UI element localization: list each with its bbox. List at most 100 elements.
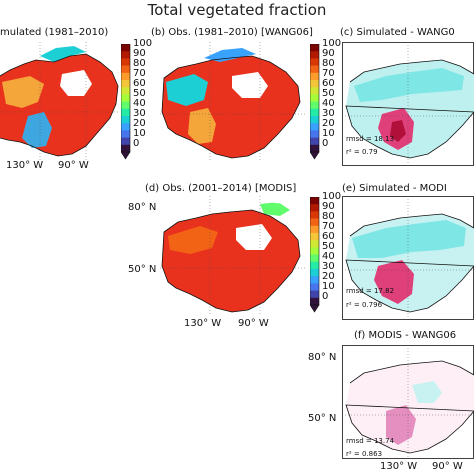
colorbar-swatch: [121, 123, 130, 131]
colorbar-1-labels: 100 90 80 70 60 50 40 30 20 10 0: [133, 39, 152, 149]
map-panel-a: [0, 42, 120, 160]
colorbar-2-labels: 100 90 80 70 60 50 40 30 20 10 0: [322, 39, 341, 149]
cb1-tick: 40: [133, 98, 146, 109]
cb3-tick: 80: [322, 211, 335, 222]
colorbar-swatch: [310, 65, 319, 74]
cb1-tick: 20: [133, 118, 146, 129]
colorbar-swatch: [310, 225, 319, 234]
colorbar-swatch: [310, 58, 319, 66]
colorbar-swatch: [310, 197, 319, 205]
map-panel-b: [160, 42, 306, 162]
figure-title: Total vegetated fraction: [147, 1, 327, 19]
cb2-tick: 40: [322, 98, 335, 109]
cb3-tick: 70: [322, 221, 335, 232]
cb1-tick: 60: [133, 78, 146, 89]
colorbar-swatch: [310, 276, 319, 284]
colorbar-swatch: [121, 87, 130, 95]
panel-a-title: mulated (1981–2010): [0, 27, 109, 38]
colorbar-swatch: [121, 116, 130, 124]
panel-e-r2: r² = 0.796: [346, 301, 383, 309]
panel-f-rmsd: rmsd = 13.74: [346, 437, 395, 445]
lat-label-50n-d: 50° N: [128, 264, 157, 275]
panel-e-title: (e) Simulated - MODI: [342, 183, 447, 194]
map-panel-e: [342, 196, 474, 320]
colorbar-swatch: [121, 137, 130, 146]
colorbar-swatch: [310, 130, 319, 138]
cb2-tick: 20: [322, 118, 335, 129]
cb1-tick: 10: [133, 128, 146, 139]
colorbar-swatch: [310, 72, 319, 81]
colorbar-swatch: [310, 51, 319, 59]
colorbar-3: [310, 197, 320, 313]
colorbar-swatch: [121, 130, 130, 138]
lat-label-50n-f: 50° N: [308, 413, 337, 424]
cb1-tick: 50: [133, 88, 146, 99]
colorbar-swatch: [310, 123, 319, 131]
cb3-tick: 90: [322, 201, 335, 212]
colorbar-swatch: [121, 108, 130, 117]
cb3-tick: 20: [322, 271, 335, 282]
panel-c-title: (c) Simulated - WANG0: [340, 27, 455, 38]
cb3-tick: 100: [322, 191, 342, 202]
colorbar-swatch: [310, 211, 319, 219]
panel-b-title: (b) Obs. (1981–2010) [WANG06]: [151, 27, 313, 38]
cb3-tick: 60: [322, 231, 335, 242]
cb2-tick: 10: [322, 128, 335, 139]
cb3-tick: 10: [322, 281, 335, 292]
colorbar-swatch: [121, 72, 130, 81]
panel-f-title: (f) MODIS - WANG06: [354, 330, 457, 341]
colorbar-2: [310, 44, 320, 160]
colorbar-swatch: [121, 51, 130, 59]
colorbar-swatch: [310, 247, 319, 255]
lon-label-90w-f: 90° W: [432, 461, 463, 472]
cb2-tick: 30: [322, 108, 335, 119]
cb1-tick: 0: [133, 138, 140, 149]
colorbar-swatch: [310, 240, 319, 248]
cb2-tick: 100: [322, 38, 342, 49]
colorbar-swatch: [310, 94, 319, 102]
map-panel-f: [342, 345, 474, 459]
lon-label-130w-a: 130° W: [6, 160, 44, 171]
cb3-tick: 30: [322, 261, 335, 272]
colorbar-swatch: [310, 269, 319, 277]
panel-c-rmsd: rmsd = 18.13: [346, 135, 395, 143]
colorbar-1: [121, 44, 131, 160]
panel-d-title: (d) Obs. (2001–2014) [MODIS]: [145, 183, 297, 194]
panel-e-rmsd: rmsd = 17.82: [346, 287, 395, 295]
colorbar-swatch: [310, 297, 319, 306]
colorbar-swatch: [310, 261, 319, 270]
cb3-tick: 50: [322, 241, 335, 252]
colorbar-swatch: [310, 144, 319, 153]
colorbar-3-labels: 100 90 80 70 60 50 40 30 20 10 0: [322, 192, 341, 302]
lon-label-130w-d: 130° W: [184, 318, 222, 329]
colorbar-swatch: [310, 204, 319, 212]
lon-label-90w-d: 90° W: [238, 318, 269, 329]
colorbar-swatch: [310, 137, 319, 146]
cb1-tick: 80: [133, 58, 146, 69]
colorbar-swatch: [121, 80, 130, 88]
colorbar-swatch: [310, 44, 319, 52]
colorbar-swatch: [310, 101, 319, 110]
map-panel-d: [160, 196, 306, 316]
colorbar-swatch: [121, 65, 130, 74]
cb2-tick: 90: [322, 48, 335, 59]
colorbar-swatch: [121, 58, 130, 66]
cb2-tick: 60: [322, 78, 335, 89]
panel-f-r2: r² = 0.863: [346, 450, 383, 458]
colorbar-swatch: [121, 44, 130, 52]
cb2-tick: 0: [322, 138, 329, 149]
cb1-tick: 30: [133, 108, 146, 119]
colorbar-swatch: [310, 283, 319, 291]
colorbar-swatch: [310, 254, 319, 263]
colorbar-swatch: [310, 218, 319, 227]
cb3-tick: 40: [322, 251, 335, 262]
lat-label-80n-f: 80° N: [308, 352, 337, 363]
colorbar-swatch: [310, 80, 319, 88]
panel-c-r2: r² = 0.79: [346, 148, 378, 156]
colorbar-swatch: [121, 101, 130, 110]
colorbar-swatch: [310, 116, 319, 124]
cb2-tick: 50: [322, 88, 335, 99]
colorbar-swatch: [310, 108, 319, 117]
colorbar-swatch: [310, 87, 319, 95]
lon-label-130w-f: 130° W: [380, 461, 418, 472]
